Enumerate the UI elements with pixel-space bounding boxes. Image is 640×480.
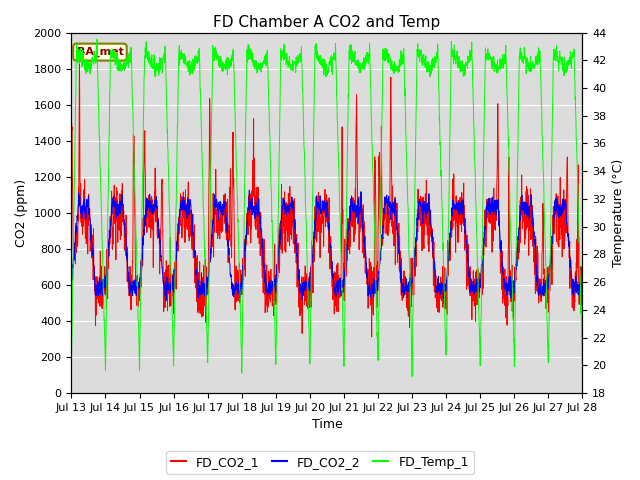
Line: FD_Temp_1: FD_Temp_1 — [72, 39, 582, 376]
FD_CO2_2 — [246, 187, 253, 193]
FD_CO2_1 — [557, 225, 564, 230]
Legend: FD_CO2_1, FD_CO2_2, FD_Temp_1: FD_CO2_1, FD_CO2_2, FD_Temp_1 — [166, 451, 474, 474]
FD_Temp_1 — [163, 104, 171, 109]
FD_CO2_1 — [76, 55, 83, 60]
FD_CO2_2 — [332, 294, 340, 300]
FD_Temp_1 — [408, 373, 416, 379]
Text: BA_met: BA_met — [77, 47, 124, 57]
Y-axis label: CO2 (ppm): CO2 (ppm) — [15, 179, 28, 247]
FD_CO2_1 — [68, 142, 76, 147]
FD_CO2_2 — [385, 199, 393, 205]
FD_CO2_2 — [68, 284, 76, 290]
FD_CO2_1 — [207, 221, 215, 227]
FD_CO2_1 — [163, 287, 171, 293]
FD_Temp_1 — [207, 156, 215, 162]
FD_CO2_1 — [479, 243, 486, 249]
Line: FD_CO2_1: FD_CO2_1 — [72, 58, 582, 337]
FD_CO2_2 — [479, 262, 486, 267]
FD_Temp_1 — [332, 49, 340, 55]
Line: FD_CO2_2: FD_CO2_2 — [72, 190, 582, 300]
FD_CO2_2 — [162, 298, 170, 303]
FD_CO2_1 — [385, 209, 393, 215]
X-axis label: Time: Time — [312, 419, 342, 432]
FD_Temp_1 — [93, 36, 100, 42]
Title: FD Chamber A CO2 and Temp: FD Chamber A CO2 and Temp — [213, 15, 440, 30]
FD_Temp_1 — [385, 55, 393, 60]
FD_Temp_1 — [579, 359, 586, 364]
FD_Temp_1 — [479, 216, 486, 221]
FD_CO2_2 — [579, 276, 586, 282]
FD_CO2_2 — [207, 240, 215, 246]
FD_CO2_2 — [557, 213, 564, 218]
FD_Temp_1 — [557, 56, 564, 62]
FD_CO2_2 — [163, 290, 171, 296]
FD_Temp_1 — [68, 356, 76, 361]
Y-axis label: Temperature (°C): Temperature (°C) — [612, 159, 625, 267]
FD_CO2_1 — [332, 301, 340, 307]
FD_CO2_1 — [368, 334, 376, 340]
FD_CO2_1 — [579, 281, 586, 287]
